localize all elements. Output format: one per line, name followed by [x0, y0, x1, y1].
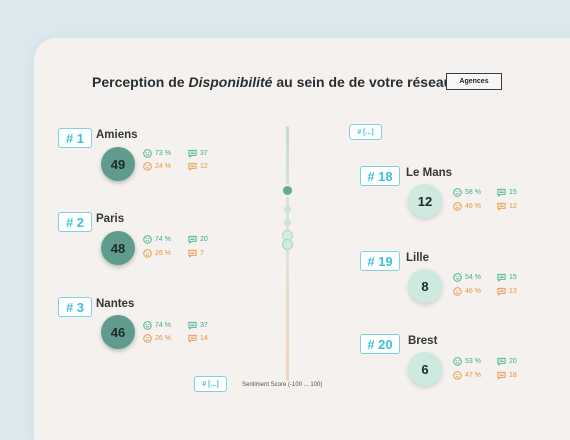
rank-badge: # 19: [360, 251, 400, 271]
positive-count: 20: [497, 357, 517, 366]
negative-count: 14: [188, 334, 208, 343]
comment-icon: [497, 287, 506, 296]
city-name: Lille: [406, 252, 430, 264]
comment-icon: [497, 273, 506, 282]
negative-stat: 26 %: [143, 334, 171, 343]
ellipsis-badge-top[interactable]: # [...]: [349, 124, 382, 140]
negative-stat: 26 %: [143, 249, 171, 258]
frown-icon: [143, 162, 152, 171]
score-circle: 49: [101, 147, 135, 181]
title-emphasis: Disponibilité: [188, 74, 273, 90]
rank-badge: # 1: [58, 128, 92, 148]
positive-stat: 74 %: [143, 235, 171, 244]
list-item[interactable]: # 3 Nantes 46 74 % 26 % 37 14: [58, 297, 228, 349]
positive-count: 15: [497, 188, 517, 197]
rank-badge: # 3: [58, 297, 92, 317]
smile-icon: [143, 321, 152, 330]
comment-icon: [188, 162, 197, 171]
frown-icon: [143, 334, 152, 343]
negative-stat: 46 %: [453, 202, 481, 211]
smile-icon: [453, 273, 462, 282]
comment-icon: [188, 334, 197, 343]
city-name: Paris: [96, 213, 125, 225]
scope-button[interactable]: Agences: [446, 73, 502, 90]
negative-count: 7: [188, 249, 204, 258]
negative-stat: 24 %: [143, 162, 171, 171]
rank-badge: # 2: [58, 212, 92, 232]
positive-stat: 74 %: [143, 321, 171, 330]
rank-badge: # 20: [360, 334, 400, 354]
list-item[interactable]: # 2 Paris 48 74 % 26 % 20 7: [58, 212, 228, 265]
scale-marker: [284, 219, 291, 226]
score-circle: 12: [408, 184, 442, 218]
score-circle: 46: [101, 315, 135, 349]
negative-stat: 47 %: [453, 371, 481, 380]
score-circle: 6: [408, 352, 442, 386]
comment-icon: [188, 149, 197, 158]
negative-count: 18: [497, 371, 517, 380]
rank-badge: # 18: [360, 166, 400, 186]
positive-stat: 54 %: [453, 273, 481, 282]
city-name: Le Mans: [406, 167, 453, 179]
ellipsis-badge-bottom[interactable]: # [...]: [194, 376, 227, 392]
negative-count: 12: [188, 162, 208, 171]
comment-icon: [497, 188, 506, 197]
positive-stat: 73 %: [143, 149, 171, 158]
comment-icon: [497, 202, 506, 211]
comment-icon: [188, 321, 197, 330]
scale-marker[interactable]: [281, 184, 294, 197]
frown-icon: [453, 287, 462, 296]
scale-caption: Sentiment Score (-100 ... 100): [242, 382, 323, 388]
list-item[interactable]: # 18 Le Mans 12 58 % 46 % 15 12: [360, 166, 530, 218]
smile-icon: [143, 149, 152, 158]
list-item[interactable]: # 1 Amiens 49 73 % 24 % 37 12: [58, 128, 228, 181]
page-title: Perception de Disponibilité au sein de d…: [92, 74, 461, 90]
list-item[interactable]: # 19 Lille 8 54 % 46 % 15 13: [360, 251, 530, 303]
frown-icon: [453, 371, 462, 380]
positive-count: 20: [188, 235, 208, 244]
list-item[interactable]: # 20 Brest 6 53 % 47 % 20 18: [360, 334, 530, 386]
negative-count: 13: [497, 287, 517, 296]
smile-icon: [453, 357, 462, 366]
score-circle: 8: [408, 269, 442, 303]
smile-icon: [143, 235, 152, 244]
city-name: Amiens: [96, 129, 138, 141]
scale-marker: [284, 206, 291, 213]
positive-count: 37: [188, 149, 208, 158]
smile-icon: [453, 188, 462, 197]
city-name: Brest: [408, 335, 438, 347]
comment-icon: [188, 235, 197, 244]
frown-icon: [143, 249, 152, 258]
negative-stat: 46 %: [453, 287, 481, 296]
positive-count: 37: [188, 321, 208, 330]
negative-count: 12: [497, 202, 517, 211]
frown-icon: [453, 202, 462, 211]
scale-marker: [282, 239, 293, 250]
score-circle: 48: [101, 231, 135, 265]
comment-icon: [188, 249, 197, 258]
comment-icon: [497, 371, 506, 380]
comment-icon: [497, 357, 506, 366]
positive-stat: 53 %: [453, 357, 481, 366]
city-name: Nantes: [96, 298, 135, 310]
positive-count: 15: [497, 273, 517, 282]
sentiment-scale-track: [286, 126, 289, 381]
positive-stat: 58 %: [453, 188, 481, 197]
